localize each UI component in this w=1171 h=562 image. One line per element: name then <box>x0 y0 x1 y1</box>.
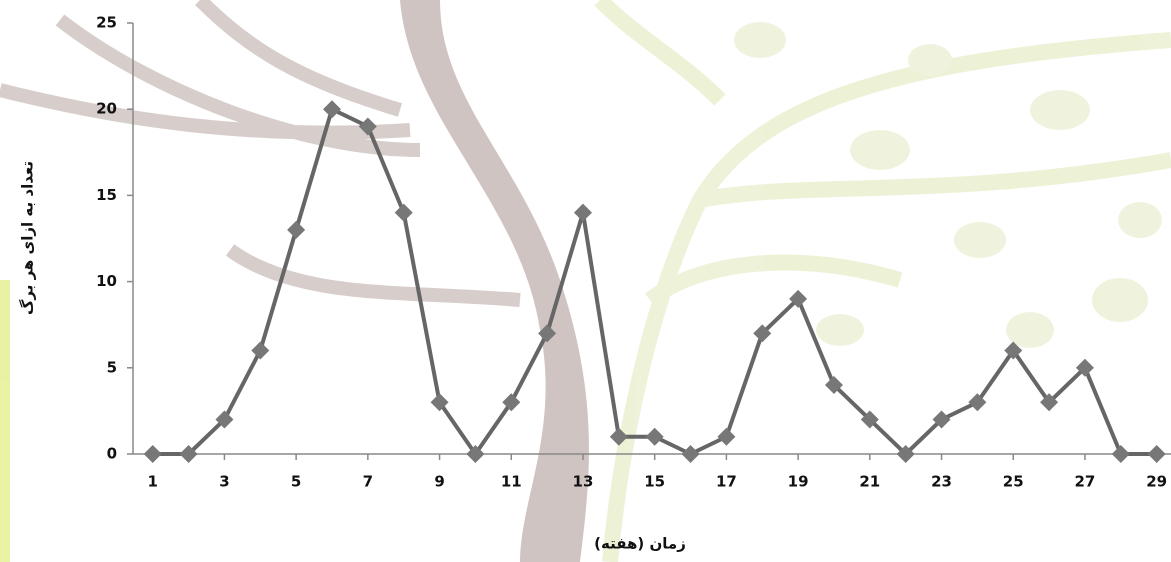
marker <box>1112 445 1130 463</box>
x-tick-label: 15 <box>644 473 665 491</box>
x-tick-label: 17 <box>716 473 737 491</box>
x-tick-label: 5 <box>291 473 301 491</box>
marker <box>395 204 413 222</box>
marker <box>323 100 341 118</box>
marker <box>682 445 700 463</box>
y-tick-label: 15 <box>96 186 117 204</box>
x-tick-label: 9 <box>434 473 444 491</box>
y-tick-label: 25 <box>96 14 117 32</box>
marker <box>1148 445 1166 463</box>
marker <box>574 204 592 222</box>
x-tick-label: 3 <box>219 473 229 491</box>
y-tick-label: 0 <box>107 445 117 463</box>
x-tick-label: 11 <box>501 473 522 491</box>
marker <box>287 221 305 239</box>
y-tick-label: 20 <box>96 100 117 118</box>
y-tick-label: 10 <box>96 272 117 290</box>
x-axis-title: زمان (هفته) <box>594 535 686 553</box>
x-tick-label: 1 <box>148 473 158 491</box>
chart: زمان (هفته) تعداد به ازای هر برگ 0510152… <box>0 0 1171 562</box>
marker <box>144 445 162 463</box>
x-tick-label: 13 <box>573 473 594 491</box>
x-tick-label: 25 <box>1003 473 1024 491</box>
x-tick-label: 21 <box>859 473 880 491</box>
x-tick-label: 19 <box>788 473 809 491</box>
y-tick-label: 5 <box>107 358 117 376</box>
marker <box>646 428 664 446</box>
x-tick-label: 7 <box>363 473 373 491</box>
x-tick-label: 27 <box>1075 473 1096 491</box>
x-tick-label: 29 <box>1146 473 1167 491</box>
marker <box>717 428 735 446</box>
x-tick-label: 23 <box>931 473 952 491</box>
y-axis-title: تعداد به ازای هر برگ <box>19 161 37 315</box>
side-strip <box>0 280 10 562</box>
marker <box>251 342 269 360</box>
